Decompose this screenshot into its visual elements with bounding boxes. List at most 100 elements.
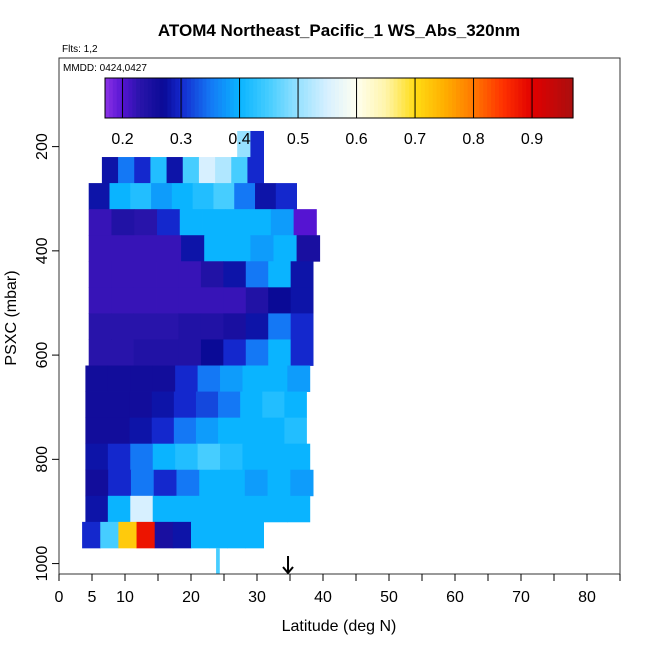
heatmap-cell <box>171 183 194 210</box>
colorbar-segment <box>510 78 516 118</box>
heatmap-cell <box>245 339 269 366</box>
heatmap-cell <box>130 495 154 523</box>
x-tick-label: 0 <box>55 589 64 606</box>
colorbar-segment <box>467 78 473 118</box>
colorbar-segment <box>276 78 282 118</box>
latitude-arrow-marker <box>282 556 294 575</box>
heatmap-cell <box>223 339 247 366</box>
colorbar: 0.2 0.3 0.4 0.5 0.6 0.7 0.8 0.9 <box>104 77 574 148</box>
y-tick-label: 600 <box>34 342 51 369</box>
colorbar-segment <box>183 78 188 118</box>
x-tick-label: 50 <box>380 589 398 606</box>
heatmap-cell <box>173 417 197 445</box>
heatmap-cell <box>154 521 174 549</box>
colorbar-segment <box>389 78 395 118</box>
heatmap-cell <box>107 417 131 445</box>
colorbar-segment <box>233 78 239 118</box>
flights-note: Flts: 1,2 <box>62 44 98 55</box>
x-tick-label: 70 <box>512 589 530 606</box>
heatmap-cell <box>85 495 109 523</box>
heatmap-cell <box>215 157 232 184</box>
colorbar-segment <box>175 78 180 118</box>
colorbar-segment <box>315 78 321 118</box>
heatmap-cell <box>245 313 269 340</box>
colorbar-segment <box>405 78 410 118</box>
colorbar-segment <box>420 78 426 118</box>
heatmap-cell <box>152 443 176 471</box>
colorbar-segment <box>144 78 149 118</box>
colorbar-segment <box>167 78 172 118</box>
heatmap-cell <box>223 287 247 314</box>
heatmap-cell <box>100 521 119 549</box>
colorbar-segment <box>378 78 383 118</box>
heatmap-cell <box>150 157 167 184</box>
colorbar-segment <box>358 78 363 118</box>
heatmap-cell <box>130 443 154 471</box>
dates-note: MMDD: 0424,0427 <box>63 63 147 74</box>
colorbar-segment <box>452 78 457 118</box>
colorbar-segment <box>307 78 313 118</box>
heatmap-cell <box>245 521 264 549</box>
heatmap-cell <box>134 209 158 236</box>
heatmap-cell <box>108 469 132 497</box>
heatmap-cell <box>244 469 268 497</box>
heatmap-cell <box>191 521 210 549</box>
colorbar-segment <box>401 78 406 118</box>
heatmap-cell <box>197 495 221 523</box>
heatmap-cell <box>130 365 154 392</box>
x-axis: 0 5 10 20 30 40 50 60 70 80 <box>55 574 621 606</box>
heatmap-cell <box>88 235 113 262</box>
colorbar-segment <box>381 78 387 118</box>
heatmap-cell <box>153 469 177 497</box>
colorbar-segment <box>280 78 285 118</box>
heatmap-cell <box>192 183 214 210</box>
colorbar-segment <box>432 78 438 118</box>
heatmap-cell <box>231 157 248 184</box>
heatmap-cell <box>107 443 131 471</box>
colorbar-segment <box>194 78 200 118</box>
colorbar-segment <box>108 78 114 118</box>
heatmap-cell <box>237 130 251 158</box>
colorbar-segment <box>491 78 496 118</box>
colorbar-segment <box>350 78 356 118</box>
colorbar-tick-label: 0.7 <box>404 131 426 148</box>
colorbar-segment <box>409 78 414 118</box>
heatmap-cell <box>264 365 288 392</box>
colorbar-segment <box>124 78 129 118</box>
heatmap-cell <box>220 495 243 523</box>
colorbar-tick-label: 0.4 <box>228 131 250 148</box>
heatmap-cell <box>85 391 108 419</box>
heatmap-cell <box>296 235 321 262</box>
heatmap-cell <box>213 183 235 210</box>
heatmap-cell <box>255 183 277 210</box>
colorbar-segment <box>323 78 328 118</box>
heatmap-cell <box>130 469 155 497</box>
heatmap-cell <box>227 521 246 549</box>
heatmap-cell <box>133 339 157 366</box>
arrow-head <box>282 566 294 575</box>
heatmap-cell <box>88 313 112 340</box>
heatmap-cell <box>130 183 152 210</box>
heatmap-cell <box>268 339 292 366</box>
heatmap-cell <box>268 287 292 314</box>
colorbar-segment <box>253 78 258 118</box>
heatmap-cell <box>247 157 264 184</box>
heatmap-cell <box>216 547 220 574</box>
colorbar-segment <box>186 78 192 118</box>
heatmap-cell <box>262 417 285 445</box>
colorbar-segment <box>541 78 547 118</box>
heatmap-cell <box>111 339 134 366</box>
heatmap-cell <box>284 417 307 445</box>
colorbar-segment <box>229 78 235 118</box>
colorbar-segment <box>553 78 558 118</box>
heatmap-cell <box>129 417 153 445</box>
colorbar-segment <box>393 78 399 118</box>
colorbar-segment <box>498 78 504 118</box>
heatmap-cell <box>293 209 317 236</box>
heatmap-cell <box>181 235 205 262</box>
colorbar-segment <box>214 78 219 118</box>
heatmap-cell <box>166 157 184 184</box>
colorbar-segment <box>549 78 555 118</box>
colorbar-segment <box>155 78 161 118</box>
heatmap-cell <box>290 261 314 288</box>
